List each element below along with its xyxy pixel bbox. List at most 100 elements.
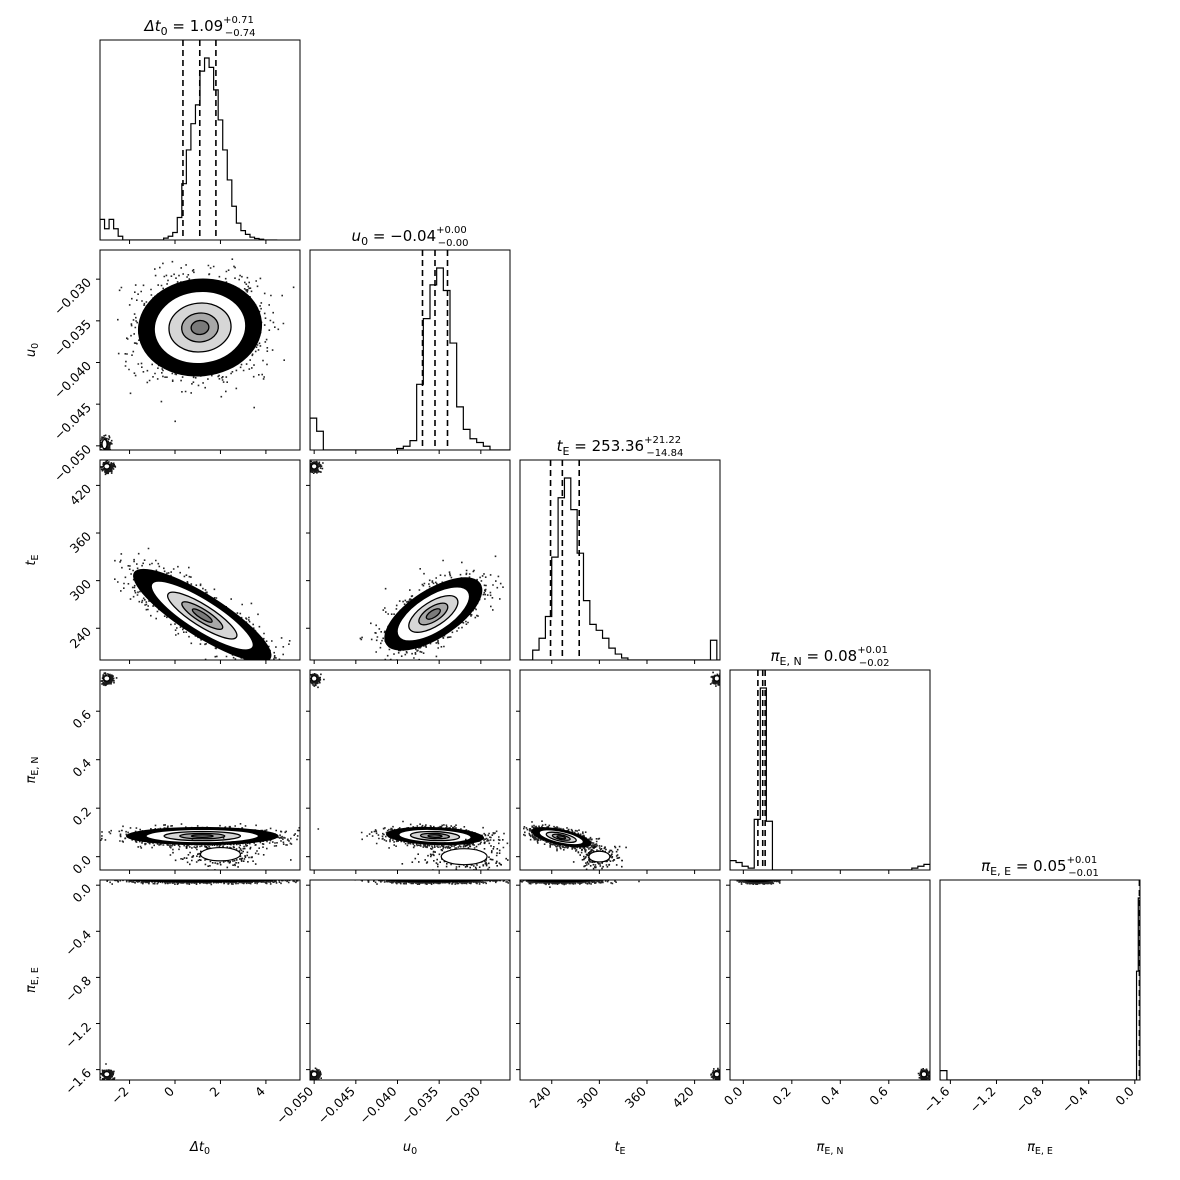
x-tick-label-dt0: −2 — [108, 1084, 132, 1108]
x-tick-label-piEN: 0.2 — [769, 1084, 794, 1109]
x-tick-label-piEN: 0.4 — [818, 1083, 843, 1108]
x-tick-label-tE: 420 — [669, 1083, 697, 1111]
panel-title-u0: u0 = −0.04+0.00 −0.00 — [352, 225, 469, 249]
y-tick-label-tE: 240 — [67, 624, 95, 652]
x-tick-label-u0: −0.040 — [356, 1083, 399, 1126]
hist-frame-piEE — [939, 879, 1141, 1081]
y-tick-label-piEN: 0.4 — [69, 755, 94, 780]
panel-frame — [309, 669, 511, 871]
hist-panel-piEN: πE, N = 0.08+0.01 −0.02 — [729, 645, 931, 871]
density-contour — [191, 608, 213, 623]
x-tick-label-piEE: 0.0 — [1112, 1083, 1137, 1108]
point-cloud — [734, 880, 781, 885]
x-tick-label-dt0: 0 — [161, 1083, 177, 1099]
panel-frame — [309, 879, 511, 1081]
panel-title-piEN: πE, N = 0.08+0.01 −0.02 — [770, 645, 889, 669]
secondary-mode-cloud — [169, 837, 292, 870]
secondary-mode-contour — [588, 850, 611, 863]
secondary-mode-contour — [310, 675, 318, 682]
secondary-mode-contour — [101, 438, 108, 450]
scatter-panel-u0-piEE — [309, 879, 511, 1081]
density-contour — [190, 834, 214, 839]
panel-frame — [99, 879, 301, 1081]
panel-frame — [99, 459, 301, 661]
panel-frame — [309, 459, 511, 661]
density-contour — [427, 834, 443, 839]
scatter-panel-dt0-piEN — [99, 669, 301, 871]
x-tick-label-u0: −0.035 — [398, 1084, 441, 1127]
panel-title-tE: tE = 253.36+21.22 −14.84 — [557, 435, 684, 459]
secondary-mode-contour — [713, 675, 720, 682]
y-axis-label-tE: tE — [24, 554, 41, 565]
x-tick-label-piEE: −1.6 — [920, 1083, 952, 1115]
x-axis-label-piEE: πE, E — [1027, 1140, 1053, 1157]
y-axis-label-piEN: πE, N — [24, 757, 41, 784]
y-tick-label-piEE: 0.0 — [69, 881, 94, 906]
secondary-mode-contour — [440, 848, 488, 866]
point-cloud — [354, 880, 510, 885]
scatter-panel-tE-piEE — [519, 879, 721, 1081]
hist-frame-piEN — [729, 669, 931, 871]
secondary-mode-contour — [920, 1071, 928, 1078]
hist-step-dt0 — [100, 57, 278, 240]
x-axis-label-u0: u0 — [403, 1140, 417, 1157]
hist-panel-dt0: Δt0 = 1.09+0.71 −0.74 — [99, 15, 301, 241]
panel-title-dt0: Δt0 = 1.09+0.71 −0.74 — [144, 15, 256, 39]
x-tick-label-dt0: 2 — [206, 1084, 222, 1100]
panel-frame — [99, 249, 301, 451]
x-tick-label-piEE: −1.2 — [967, 1084, 999, 1116]
point-cloud — [100, 880, 300, 886]
density-contour — [556, 835, 567, 840]
x-tick-label-tE: 300 — [574, 1083, 602, 1111]
y-tick-label-piEE: −1.6 — [62, 1065, 94, 1097]
y-axis-label-u0: u0 — [24, 343, 41, 357]
hist-step-u0 — [310, 267, 510, 450]
density-contour — [425, 608, 441, 620]
secondary-mode-contour — [713, 1071, 720, 1078]
y-tick-label-u0: −0.035 — [51, 316, 94, 359]
y-axis-label-piEE: πE, E — [24, 967, 41, 993]
panel-frame — [729, 879, 931, 1081]
panel-frame — [99, 669, 301, 871]
hist-panel-u0: u0 = −0.04+0.00 −0.00 — [309, 225, 511, 451]
scatter-panel-dt0-piEE — [99, 879, 301, 1081]
hist-step-piEN — [730, 687, 930, 870]
y-tick-label-piEN: 0.0 — [69, 852, 94, 877]
hist-frame-u0 — [309, 249, 511, 451]
y-tick-label-tE: 300 — [67, 576, 95, 604]
y-tick-label-piEN: 0.2 — [69, 804, 94, 829]
x-tick-label-u0: −0.050 — [273, 1083, 316, 1126]
scatter-panel-u0-piEN — [309, 669, 511, 871]
x-axis-label-piEN: πE, N — [817, 1140, 844, 1157]
x-tick-label-piEE: −0.8 — [1013, 1083, 1045, 1115]
secondary-mode-contour — [103, 1071, 111, 1078]
x-tick-label-dt0: 4 — [252, 1083, 268, 1099]
hist-frame-dt0 — [99, 39, 301, 241]
secondary-mode-contour — [199, 846, 242, 862]
x-tick-label-piEE: −0.4 — [1059, 1083, 1091, 1115]
hist-step-tE — [520, 477, 720, 660]
y-tick-label-piEE: −0.8 — [62, 973, 94, 1005]
panel-frame — [519, 879, 721, 1081]
y-tick-label-u0: −0.030 — [51, 275, 94, 318]
scatter-panel-dt0-u0 — [99, 249, 301, 451]
y-tick-label-piEE: −1.2 — [62, 1019, 94, 1051]
y-tick-label-u0: −0.050 — [51, 441, 94, 484]
x-tick-label-u0: −0.030 — [440, 1083, 483, 1126]
x-tick-label-tE: 240 — [526, 1083, 554, 1111]
secondary-mode-contour — [103, 463, 111, 470]
x-tick-label-u0: −0.045 — [315, 1084, 358, 1127]
y-tick-label-tE: 360 — [67, 528, 95, 556]
hist-panel-tE: tE = 253.36+21.22 −14.84 — [519, 435, 721, 661]
x-axis-label-tE: tE — [614, 1140, 625, 1157]
secondary-mode-contour — [310, 1071, 318, 1078]
y-tick-label-u0: −0.045 — [51, 400, 94, 443]
scatter-panel-dt0-tE — [99, 459, 301, 661]
hist-frame-tE — [519, 459, 721, 661]
x-tick-label-tE: 360 — [622, 1083, 650, 1111]
panel-frame — [519, 669, 721, 871]
x-tick-label-piEN: 0.6 — [866, 1083, 891, 1108]
y-tick-label-tE: 420 — [67, 481, 95, 509]
scatter-panel-tE-piEN — [519, 669, 721, 871]
